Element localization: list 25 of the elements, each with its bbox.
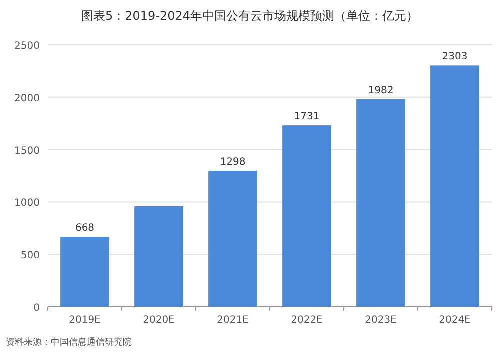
data-label: 1298	[220, 156, 246, 168]
y-tick-label: 0	[34, 303, 40, 314]
x-tick-label: 2023E	[365, 315, 397, 326]
bar	[430, 66, 480, 307]
y-tick-label: 500	[20, 250, 40, 262]
bar	[282, 126, 332, 307]
y-tick-label: 2500	[14, 41, 40, 52]
y-tick-label: 1000	[14, 198, 40, 210]
chart-title: 图表5：2019-2024年中国公有云市场规模预测（单位：亿元）	[81, 9, 419, 23]
x-tick-label: 2022E	[291, 315, 323, 326]
bar	[208, 170, 258, 307]
x-tick-label: 2021E	[217, 315, 249, 326]
y-tick-label: 1500	[14, 146, 40, 157]
data-label: 1731	[294, 112, 320, 123]
bar	[356, 99, 406, 307]
text: 资料来源：中国信息通信研究院	[6, 337, 132, 348]
bar	[60, 236, 110, 307]
x-tick-label: 2019E	[69, 315, 101, 326]
bar	[134, 206, 184, 307]
x-tick-label: 2020E	[143, 315, 175, 326]
y-tick-label: 2000	[14, 93, 40, 104]
data-label: 1982	[368, 85, 394, 96]
x-tick-label: 2024E	[439, 315, 471, 326]
data-label: 668	[75, 222, 95, 234]
data-label: 2303	[442, 52, 468, 63]
